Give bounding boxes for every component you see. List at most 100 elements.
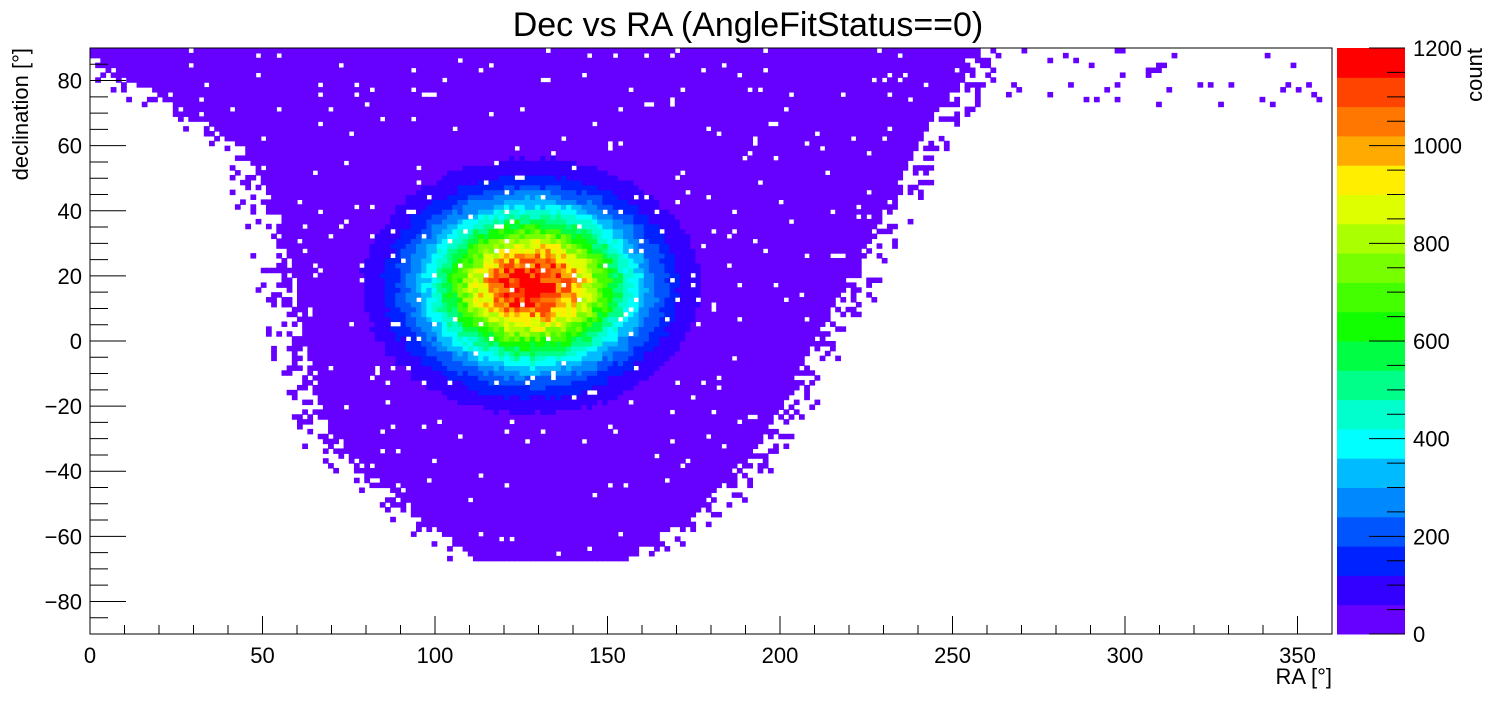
heatmap-cell bbox=[483, 394, 490, 401]
heatmap-cell bbox=[648, 521, 655, 528]
heatmap-cell bbox=[669, 297, 676, 303]
heatmap-cell bbox=[711, 428, 717, 435]
heatmap-cell bbox=[457, 399, 464, 406]
heatmap-cell bbox=[607, 316, 614, 323]
heatmap-cell bbox=[364, 311, 371, 318]
heatmap-cell bbox=[447, 477, 453, 484]
heatmap-cell bbox=[576, 384, 583, 391]
heatmap-cell bbox=[669, 267, 676, 274]
heatmap-cell bbox=[488, 521, 495, 528]
heatmap-cell bbox=[447, 365, 453, 371]
heatmap-cell bbox=[824, 341, 831, 347]
heatmap-cell bbox=[731, 399, 738, 406]
heatmap-cell bbox=[591, 502, 598, 508]
heatmap-cell bbox=[617, 384, 624, 391]
heatmap-cell bbox=[353, 350, 360, 357]
heatmap-cell bbox=[788, 414, 795, 420]
heatmap-cell bbox=[400, 306, 407, 313]
heatmap-cell bbox=[757, 453, 764, 459]
heatmap-cell bbox=[767, 384, 774, 391]
heatmap-cell bbox=[700, 487, 707, 493]
heatmap-cell bbox=[679, 438, 686, 445]
heatmap-cell bbox=[364, 389, 371, 396]
heatmap-cell bbox=[623, 531, 629, 537]
heatmap-cell bbox=[416, 453, 422, 459]
heatmap-cell bbox=[291, 345, 298, 352]
heatmap-cell bbox=[509, 292, 515, 298]
heatmap-cell bbox=[757, 389, 764, 396]
heatmap-cell bbox=[824, 272, 831, 279]
heatmap-cell bbox=[654, 419, 660, 425]
heatmap-cell bbox=[742, 272, 748, 279]
heatmap-cell bbox=[504, 453, 510, 459]
heatmap-cell bbox=[353, 316, 360, 323]
heatmap-cell bbox=[566, 345, 572, 352]
heatmap-cell bbox=[436, 409, 443, 415]
heatmap-cell bbox=[550, 550, 557, 557]
heatmap-cell bbox=[571, 345, 578, 352]
heatmap-cell bbox=[452, 380, 459, 386]
heatmap-cell bbox=[602, 433, 609, 440]
heatmap-cell bbox=[555, 536, 562, 542]
heatmap-cell bbox=[550, 360, 557, 367]
heatmap-cell bbox=[690, 433, 697, 440]
heatmap-cell bbox=[747, 316, 753, 323]
heatmap-cell bbox=[586, 292, 593, 298]
heatmap-cell bbox=[700, 453, 707, 459]
heatmap-cell bbox=[581, 487, 588, 493]
heatmap-cell bbox=[353, 463, 360, 469]
heatmap-cell bbox=[359, 380, 365, 386]
heatmap-cell bbox=[452, 370, 459, 376]
heatmap-cell bbox=[395, 389, 402, 396]
heatmap-cell bbox=[509, 297, 515, 303]
heatmap-cell bbox=[431, 477, 438, 484]
heatmap-cell bbox=[778, 272, 785, 279]
heatmap-cell bbox=[426, 336, 433, 342]
heatmap-cell bbox=[752, 370, 759, 376]
heatmap-cell bbox=[317, 365, 324, 371]
heatmap-cell bbox=[700, 433, 707, 440]
heatmap-cell bbox=[348, 394, 355, 401]
heatmap-cell bbox=[571, 477, 578, 484]
heatmap-cell bbox=[623, 404, 629, 410]
heatmap-cell bbox=[328, 443, 334, 450]
heatmap-cell bbox=[674, 370, 681, 376]
heatmap-cell bbox=[405, 487, 412, 493]
heatmap-cell bbox=[488, 389, 495, 396]
heatmap-cell bbox=[529, 272, 536, 279]
heatmap-cell bbox=[721, 272, 728, 279]
heatmap-cell bbox=[416, 438, 422, 445]
heatmap-cell bbox=[416, 380, 422, 386]
heatmap-cell bbox=[555, 380, 562, 386]
heatmap-cell bbox=[612, 306, 619, 313]
heatmap-cell bbox=[436, 453, 443, 459]
heatmap-cell bbox=[654, 380, 660, 386]
heatmap-cell bbox=[571, 541, 578, 547]
heatmap-cell bbox=[602, 345, 609, 352]
heatmap-cell bbox=[426, 448, 433, 454]
heatmap-cell bbox=[560, 541, 567, 547]
heatmap-cell bbox=[353, 326, 360, 332]
heatmap-cell bbox=[545, 419, 552, 425]
heatmap-cell bbox=[307, 399, 314, 406]
heatmap-cell bbox=[809, 331, 816, 337]
heatmap-cell bbox=[384, 292, 391, 298]
heatmap-cell bbox=[338, 316, 345, 323]
heatmap-cell bbox=[664, 438, 671, 445]
heatmap-cell bbox=[395, 370, 402, 376]
heatmap-cell bbox=[586, 311, 593, 318]
heatmap-cell bbox=[804, 306, 810, 313]
heatmap-cell bbox=[540, 438, 546, 445]
heatmap-cell bbox=[462, 370, 469, 376]
heatmap-cell bbox=[540, 375, 546, 381]
heatmap-cell bbox=[597, 516, 603, 523]
heatmap-cell bbox=[535, 326, 541, 332]
heatmap-cell bbox=[809, 311, 816, 318]
heatmap-cell bbox=[690, 521, 697, 528]
heatmap-cell bbox=[379, 267, 386, 274]
heatmap-cell bbox=[664, 277, 671, 283]
heatmap-cell bbox=[695, 424, 702, 430]
heatmap-cell bbox=[850, 282, 857, 288]
heatmap-cell bbox=[410, 277, 417, 283]
heatmap-cell bbox=[835, 292, 841, 298]
